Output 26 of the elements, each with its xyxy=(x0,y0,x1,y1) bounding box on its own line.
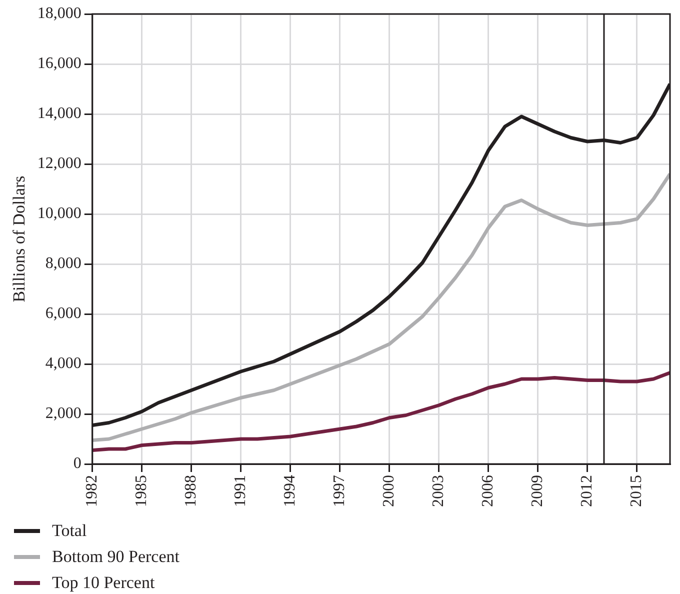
x-tick-label: 2015 xyxy=(628,475,646,507)
y-tick-label: 0 xyxy=(73,455,82,472)
y-axis-title: Billions of Dollars xyxy=(10,176,29,302)
x-tick-label: 1988 xyxy=(182,475,200,507)
x-tick-label: 1997 xyxy=(331,475,348,507)
legend-label: Bottom 90 Percent xyxy=(52,547,180,567)
y-tick-label: 12,000 xyxy=(37,155,82,172)
x-tick-label: 2003 xyxy=(430,475,448,507)
x-tick-label: 2000 xyxy=(380,475,398,507)
y-tick-label: 2,000 xyxy=(45,405,82,422)
y-tick-label: 10,000 xyxy=(37,205,82,222)
y-tick-label: 14,000 xyxy=(37,105,82,122)
y-tick-label: 6,000 xyxy=(45,305,82,322)
legend-label: Total xyxy=(52,521,87,541)
x-tick-label: 1982 xyxy=(84,475,101,507)
x-tick-label: 1994 xyxy=(282,475,299,507)
y-tick-label: 18,000 xyxy=(37,5,82,22)
y-tick-label: 16,000 xyxy=(37,55,82,72)
y-tick-label: 4,000 xyxy=(45,355,82,372)
x-tick-label: 1991 xyxy=(232,475,250,507)
legend-label: Top 10 Percent xyxy=(52,573,155,593)
x-tick-label: 2012 xyxy=(578,475,596,507)
x-tick-label: 1985 xyxy=(133,475,150,507)
x-tick-label: 2006 xyxy=(480,475,497,507)
x-tick-label: 2009 xyxy=(529,475,546,507)
y-tick-label: 8,000 xyxy=(45,255,82,272)
